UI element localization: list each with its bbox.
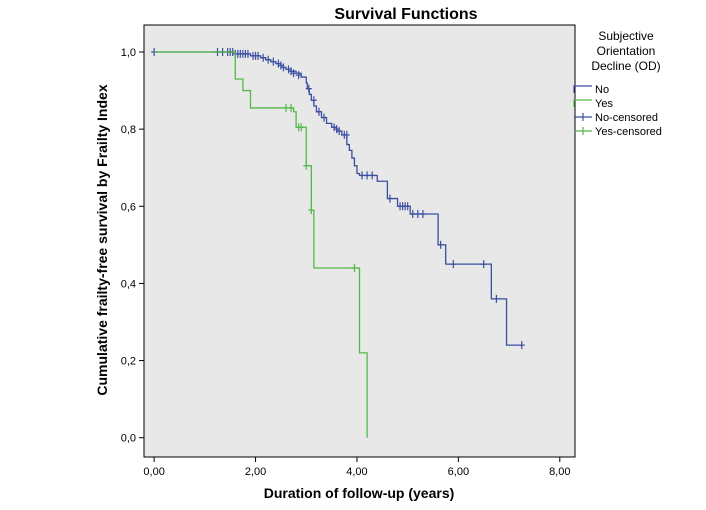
censored-mark-no <box>321 113 328 122</box>
censored-mark-no <box>336 127 343 136</box>
legend-swatch-no <box>573 85 592 93</box>
legend-label-no: No <box>595 84 609 96</box>
censored-mark-no <box>315 107 322 116</box>
legend-label-yes-censored: Yes-censored <box>595 126 662 138</box>
x-tick-label: 0,00 <box>143 466 164 478</box>
censored-mark-no <box>295 71 302 80</box>
censored-mark-no <box>419 210 426 218</box>
legend: Subjective Orientation Decline (OD) No Ye… <box>573 29 662 138</box>
censored-mark-no <box>386 194 393 203</box>
legend-swatch-yes-censored <box>574 127 592 135</box>
censored-mark-no <box>404 202 411 211</box>
censored-mark-no <box>310 96 317 105</box>
censored-mark-no <box>450 260 457 269</box>
y-tick-label: 0,4 <box>121 278 136 290</box>
y-axis-label: Cumulative frailty-free survival by Frai… <box>94 84 110 395</box>
censored-mark-no <box>493 294 500 303</box>
legend-swatch-yes <box>573 99 592 107</box>
censored-mark-no <box>244 49 251 58</box>
legend-title-line-2: Orientation <box>597 44 656 58</box>
y-axis: 0,0 0,2 0,4 0,6 0,8 1,0 <box>121 47 144 445</box>
censored-mark-no <box>518 341 525 350</box>
censored-mark-no <box>280 63 287 72</box>
censored-mark-no <box>480 260 487 269</box>
censored-mark-no <box>270 57 277 66</box>
x-axis: 0,00 2,00 4,00 6,00 8,00 <box>143 457 570 478</box>
plot-area <box>143 24 576 458</box>
censored-mark-yes <box>303 161 310 170</box>
censored-mark-no <box>414 210 421 218</box>
x-tick-label: 4,00 <box>346 466 367 478</box>
legend-label-no-censored: No-censored <box>595 112 658 124</box>
censored-mark-no <box>437 240 444 249</box>
censored-mark-no <box>409 210 416 218</box>
censored-mark-yes <box>351 264 358 272</box>
legend-swatch-no-censored <box>574 113 592 121</box>
censored-mark-no <box>255 51 262 60</box>
legend-title-line-3: Decline (OD) <box>591 59 660 73</box>
censored-mark-no <box>260 53 267 62</box>
censored-mark-yes <box>288 103 295 112</box>
legend-title-line-1: Subjective <box>598 29 654 43</box>
censored-mark-no <box>359 171 366 180</box>
y-tick-label: 0,2 <box>121 356 136 368</box>
censored-mark-yes <box>308 206 315 215</box>
x-tick-label: 2,00 <box>245 466 266 478</box>
y-tick-label: 0,6 <box>121 201 136 213</box>
x-axis-label: Duration of follow-up (years) <box>264 485 455 501</box>
censored-mark-no <box>305 84 312 93</box>
censored-mark-no <box>364 171 371 180</box>
censored-mark-no <box>343 130 350 139</box>
censored-mark-no <box>369 171 376 180</box>
censored-mark-no <box>290 69 297 78</box>
legend-label-yes: Yes <box>595 98 613 110</box>
x-tick-label: 8,00 <box>549 466 570 478</box>
censored-mark-yes <box>282 103 289 112</box>
y-tick-label: 0,0 <box>121 433 136 445</box>
chart-title: Survival Functions <box>334 6 477 23</box>
y-tick-label: 0,8 <box>121 124 136 136</box>
series-layer <box>151 48 525 438</box>
y-tick-label: 1,0 <box>121 47 136 59</box>
censored-mark-no <box>265 55 272 64</box>
censored-mark-yes <box>298 123 305 132</box>
x-tick-label: 6,00 <box>448 466 469 478</box>
